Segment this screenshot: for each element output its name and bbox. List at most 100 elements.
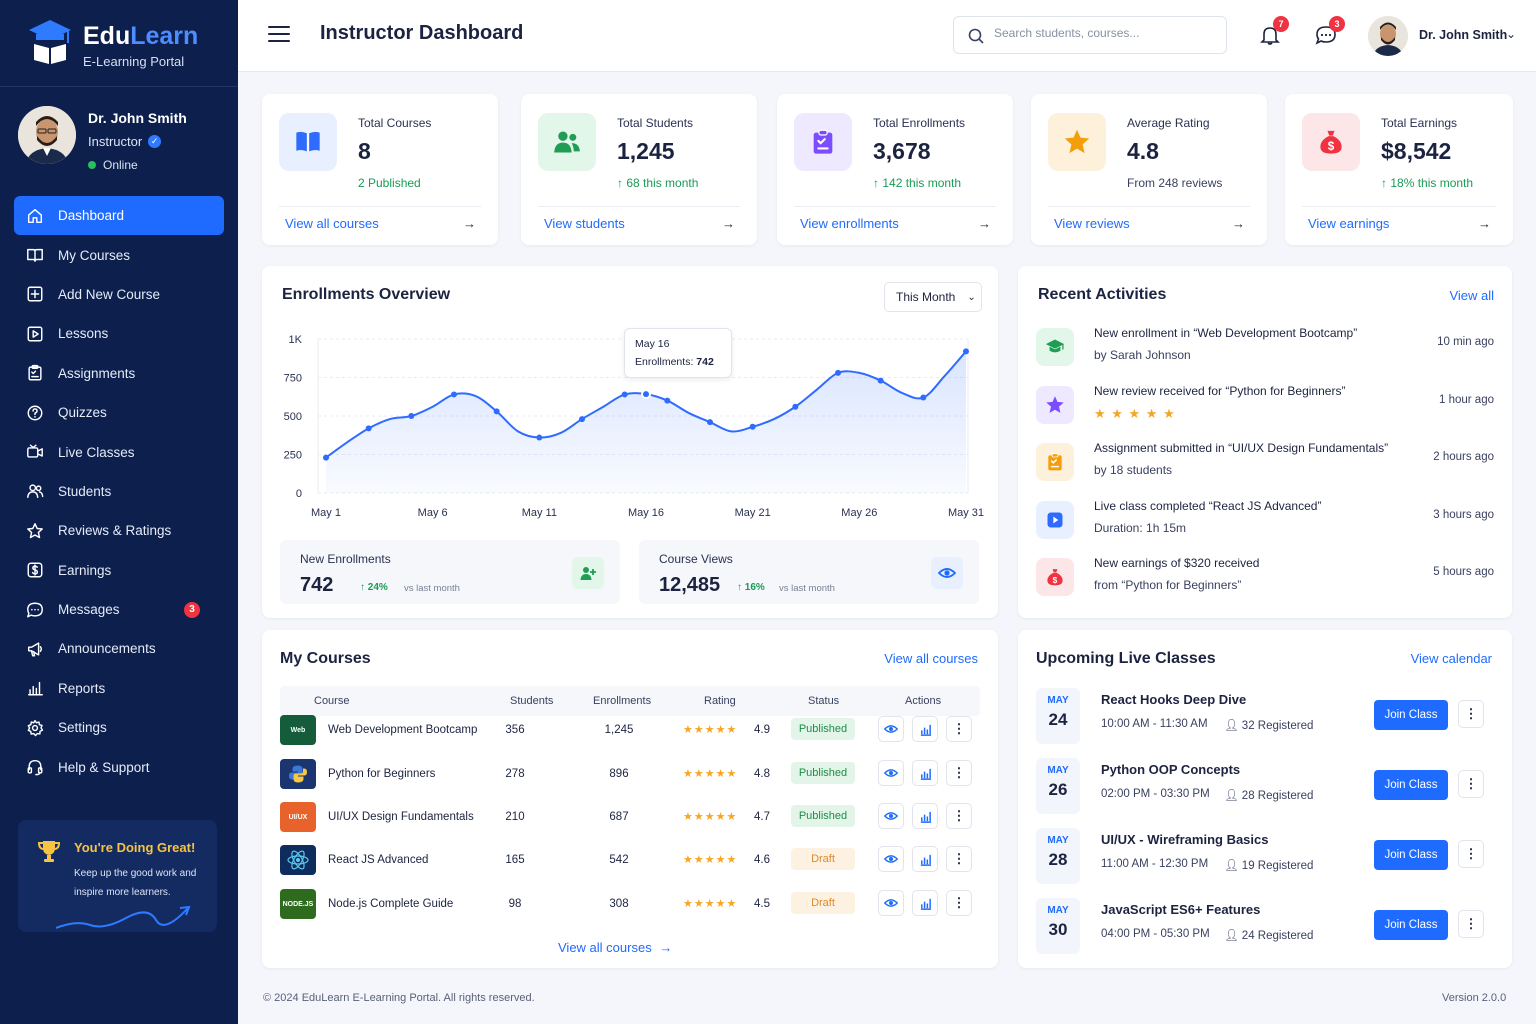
chart-point[interactable]	[877, 377, 884, 384]
activities-view-all-link[interactable]: View all	[1449, 288, 1494, 303]
activities-title: Recent Activities	[1038, 286, 1167, 303]
activity-item[interactable]: Live class completed “React JS Advanced”…	[1036, 497, 1494, 553]
user-name[interactable]: Dr. John Smith	[1419, 28, 1508, 42]
view-course-button[interactable]	[878, 716, 904, 742]
sidebar-item-dashboard[interactable]: Dashboard	[14, 196, 224, 236]
course-stats-button[interactable]	[912, 760, 938, 786]
user-avatar[interactable]	[1368, 16, 1408, 56]
more-options-icon[interactable]: ⋮	[946, 760, 972, 786]
chart-point[interactable]	[835, 369, 841, 376]
course-name[interactable]: React JS Advanced	[328, 854, 429, 866]
arrow-right-icon[interactable]: →	[722, 216, 735, 231]
view-course-button[interactable]	[878, 803, 904, 829]
sidebar-item-reviews-ratings[interactable]: Reviews & Ratings	[14, 511, 224, 550]
course-name[interactable]: Node.js Complete Guide	[328, 898, 454, 910]
more-options-icon[interactable]: ⋮	[1458, 910, 1484, 938]
chart-point[interactable]	[920, 394, 927, 401]
table-row[interactable]: Web Web Development Bootcamp 356 1,245 ★…	[280, 710, 980, 750]
class-title[interactable]: Python OOP Concepts	[1101, 762, 1241, 777]
chart-point[interactable]	[707, 419, 713, 426]
chart-point[interactable]	[579, 416, 585, 423]
chart-point[interactable]	[641, 389, 651, 400]
class-title[interactable]: UI/UX - Wireframing Basics	[1101, 832, 1269, 847]
join-class-button[interactable]: Join Class	[1374, 840, 1448, 870]
stat-link[interactable]: View students	[544, 216, 625, 231]
arrow-right-icon[interactable]: →	[978, 216, 991, 231]
more-options-icon[interactable]: ⋮	[1458, 700, 1484, 728]
stat-link[interactable]: View enrollments	[800, 216, 899, 231]
chart-point[interactable]	[749, 423, 756, 430]
activity-item[interactable]: New enrollment in “Web Development Bootc…	[1036, 324, 1494, 380]
table-row[interactable]: NODE.JS Node.js Complete Guide 98 308 ★★…	[280, 884, 980, 924]
table-row[interactable]: Python for Beginners 278 896 ★★★★★ 4.8 P…	[280, 754, 980, 794]
search-input[interactable]	[994, 26, 1214, 40]
sidebar-item-reports[interactable]: Reports	[14, 669, 224, 708]
chart-point[interactable]	[493, 408, 500, 415]
course-stats-button[interactable]	[912, 890, 938, 916]
course-name[interactable]: Python for Beginners	[328, 768, 436, 780]
messages-button[interactable]: 3	[1315, 16, 1345, 46]
courses-view-all-link[interactable]: View all courses	[884, 651, 978, 666]
join-class-button[interactable]: Join Class	[1374, 700, 1448, 730]
sidebar-item-messages[interactable]: Messages 3	[14, 590, 224, 629]
more-options-icon[interactable]: ⋮	[1458, 840, 1484, 868]
table-row[interactable]: React JS Advanced 165 542 ★★★★★ 4.6 Draf…	[280, 840, 980, 880]
class-title[interactable]: React Hooks Deep Dive	[1101, 692, 1247, 707]
chart-point[interactable]	[621, 391, 628, 398]
sidebar-item-help-support[interactable]: Help & Support	[14, 747, 224, 786]
chart-point[interactable]	[536, 434, 543, 441]
sidebar-item-announcements[interactable]: Announcements	[14, 629, 224, 668]
search-box[interactable]	[953, 16, 1227, 54]
brand[interactable]: EduLearn E-Learning Portal	[28, 18, 198, 69]
period-select[interactable]: This Month ⌄	[884, 282, 982, 312]
arrow-right-icon[interactable]: →	[1478, 216, 1491, 231]
sidebar-item-my-courses[interactable]: My Courses	[14, 235, 224, 274]
sidebar-item-settings[interactable]: Settings	[14, 708, 224, 747]
stat-link[interactable]: View earnings	[1308, 216, 1390, 231]
profile-card[interactable]: Dr. John Smith Instructor ✓ Online	[18, 104, 228, 184]
more-options-icon[interactable]: ⋮	[946, 716, 972, 742]
view-calendar-link[interactable]: View calendar	[1410, 651, 1492, 666]
menu-toggle-icon[interactable]	[268, 26, 290, 47]
sidebar-item-add-new-course[interactable]: Add New Course	[14, 275, 224, 314]
sidebar-item-quizzes[interactable]: Quizzes	[14, 393, 224, 432]
class-title[interactable]: JavaScript ES6+ Features	[1101, 902, 1261, 917]
more-options-icon[interactable]: ⋮	[946, 803, 972, 829]
more-options-icon[interactable]: ⋮	[946, 846, 972, 872]
more-options-icon[interactable]: ⋮	[1458, 770, 1484, 798]
more-options-icon[interactable]: ⋮	[946, 890, 972, 916]
chevron-down-icon[interactable]: ⌄	[1506, 27, 1517, 41]
sidebar-item-assignments[interactable]: Assignments	[14, 354, 224, 393]
chart-point[interactable]	[323, 454, 329, 461]
course-name[interactable]: UI/UX Design Fundamentals	[328, 811, 474, 823]
chart-point[interactable]	[408, 413, 415, 419]
stat-link[interactable]: View reviews	[1054, 216, 1130, 231]
activity-item[interactable]: Assignment submitted in “UI/UX Design Fu…	[1036, 439, 1494, 495]
courses-footer-link[interactable]: View all courses →	[558, 940, 673, 955]
arrow-right-icon[interactable]: →	[1232, 216, 1245, 231]
chart-point[interactable]	[792, 403, 799, 410]
notifications-button[interactable]: 7	[1259, 16, 1289, 46]
view-course-button[interactable]	[878, 890, 904, 916]
join-class-button[interactable]: Join Class	[1374, 770, 1448, 800]
sidebar-item-earnings[interactable]: Earnings	[14, 551, 224, 590]
table-row[interactable]: UI/UX UI/UX Design Fundamentals 210 687 …	[280, 797, 980, 837]
course-stats-button[interactable]	[912, 716, 938, 742]
view-course-button[interactable]	[878, 760, 904, 786]
chart-point[interactable]	[365, 425, 372, 432]
chart-point[interactable]	[664, 397, 671, 404]
course-stats-button[interactable]	[912, 846, 938, 872]
view-course-button[interactable]	[878, 846, 904, 872]
sidebar-item-lessons[interactable]: Lessons	[14, 314, 224, 353]
course-name[interactable]: Web Development Bootcamp	[328, 724, 478, 736]
sidebar-item-students[interactable]: Students	[14, 472, 224, 511]
stat-link[interactable]: View all courses	[285, 216, 379, 231]
chart-point[interactable]	[451, 391, 457, 398]
sidebar-item-live-classes[interactable]: Live Classes	[14, 432, 224, 471]
activity-item[interactable]: New review received for “Python for Begi…	[1036, 382, 1494, 438]
course-stats-button[interactable]	[912, 803, 938, 829]
join-class-button[interactable]: Join Class	[1374, 910, 1448, 940]
activity-item[interactable]: $ New earnings of $320 received from “Py…	[1036, 554, 1494, 610]
chart-point[interactable]	[963, 348, 969, 355]
arrow-right-icon[interactable]: →	[463, 216, 476, 231]
